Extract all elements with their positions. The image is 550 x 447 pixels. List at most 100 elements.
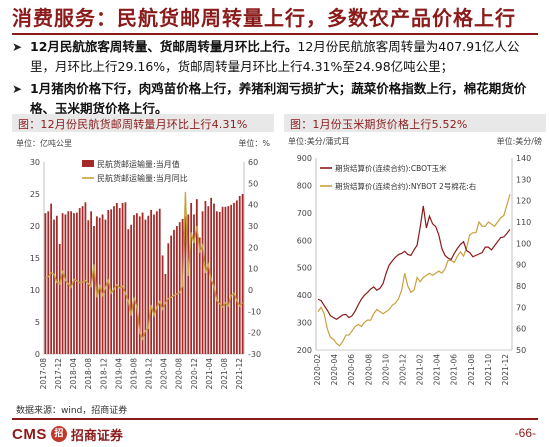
x-tick-label: 2021-02 bbox=[416, 354, 425, 386]
company-logo: CMS 招 招商证券 bbox=[12, 424, 123, 444]
cargo-bar bbox=[201, 211, 204, 354]
futures-chart-box: 单位:美分/蒲式耳 单位:美分/磅 200 300 400 500 600 700 800 900… bbox=[284, 132, 546, 399]
x-tick-label: 2017-08 bbox=[39, 358, 48, 390]
x-tick-label: 2018-04 bbox=[69, 358, 78, 390]
x-tick-label: 2020-04 bbox=[160, 358, 169, 390]
right-axis-unit: 单位：% bbox=[238, 138, 270, 148]
x-tick-label: 2020-02 bbox=[313, 354, 322, 386]
cargo-bar bbox=[44, 213, 47, 354]
cargo-bar bbox=[141, 212, 144, 354]
legend-label: 民航货邮运输量:当月值 bbox=[97, 159, 180, 169]
x-tick-label: 2021-12 bbox=[501, 354, 510, 386]
cargo-bar bbox=[81, 206, 84, 354]
x-tick-label: 2021-06 bbox=[450, 354, 459, 386]
right-tick-label: 70 bbox=[516, 303, 526, 312]
left-tick-label: 5 bbox=[35, 318, 40, 327]
x-tick-label: 2020-06 bbox=[347, 354, 356, 386]
cargo-chart: 单位：亿吨公里 单位：% 0 5 10 15 20 25 30 60 50 40 30 20 10 0 -10 -… bbox=[16, 138, 270, 390]
left-tick-label: 15 bbox=[30, 254, 40, 263]
cargo-bar bbox=[158, 208, 161, 354]
cargo-bar bbox=[135, 213, 138, 354]
cargo-bar bbox=[221, 206, 224, 354]
cargo-bar bbox=[70, 211, 73, 354]
right-tick-label: 50 bbox=[248, 179, 258, 188]
cargo-bar bbox=[127, 229, 130, 354]
right-tick-label: 10 bbox=[248, 265, 258, 274]
cargo-bar bbox=[61, 213, 64, 354]
cargo-bar bbox=[175, 226, 178, 354]
futures-chart-title: 图：1月份玉米期货价格上行5.52% bbox=[290, 118, 468, 131]
legend-label: 期货结算价(连续合约):NYBOT 2号棉花:右 bbox=[335, 181, 477, 191]
cargo-bar bbox=[121, 202, 124, 354]
cargo-bar bbox=[207, 206, 210, 354]
bullet-text: 12月份民航旅客周转量为407.91亿人公里，月环比上行29.16%，货邮周转量… bbox=[30, 39, 520, 74]
cargo-bar bbox=[190, 202, 193, 354]
x-tick-label: 2021-04 bbox=[205, 358, 214, 390]
legend-swatch-bar bbox=[82, 160, 94, 167]
cargo-bar bbox=[87, 220, 90, 354]
corn-line bbox=[317, 205, 511, 320]
left-tick-label: 20 bbox=[30, 222, 40, 231]
cargo-bar bbox=[75, 212, 78, 354]
cargo-bar bbox=[195, 199, 198, 354]
cargo-bar bbox=[161, 255, 164, 354]
right-tick-label: 0 bbox=[248, 286, 253, 295]
bullet-bold-text: 12月民航旅客周转量、货邮周转量月环比上行。 bbox=[30, 39, 298, 54]
page-title: 消费服务：民航货邮周转量上行，多数农产品价格上行 bbox=[12, 6, 516, 30]
x-tick-label: 2021-04 bbox=[433, 354, 442, 386]
logo-brand-text: 招商证券 bbox=[70, 428, 123, 444]
right-tick-label: 30 bbox=[248, 222, 258, 231]
cargo-chart-box: 单位：亿吨公里 单位：% 0 5 10 15 20 25 30 60 50 40 30 20 10 0 -10 -… bbox=[12, 132, 274, 399]
yoy-line bbox=[45, 191, 244, 341]
cargo-bar bbox=[50, 203, 53, 354]
cargo-bar bbox=[153, 214, 155, 354]
cargo-bar bbox=[150, 210, 153, 354]
right-tick-label: 60 bbox=[516, 325, 526, 334]
cargo-bar bbox=[155, 211, 158, 354]
logo-cms-text: CMS bbox=[12, 425, 47, 443]
x-tick-label: 2018-08 bbox=[84, 358, 93, 390]
x-tick-label: 2021-08 bbox=[467, 354, 476, 386]
futures-chart-panel: 图：1月份玉米期货价格上行5.52% 单位:美分/蒲式耳 单位:美分/磅 200 30… bbox=[284, 114, 546, 399]
bullet-item: ➤ 12月民航旅客周转量、货邮周转量月环比上行。12月份民航旅客周转量为407.… bbox=[12, 37, 540, 77]
x-tick-label: 2021-08 bbox=[220, 358, 229, 390]
right-tick-label: 50 bbox=[516, 346, 526, 355]
right-tick-label: 80 bbox=[516, 282, 526, 291]
cargo-chart-title: 图：12月份民航货邮周转量月环比上行4.31% bbox=[18, 118, 248, 131]
cargo-bar bbox=[101, 214, 104, 354]
data-source: 数据来源：wind，招商证券 bbox=[16, 406, 128, 416]
right-tick-label: 90 bbox=[516, 261, 526, 270]
cargo-bar bbox=[124, 202, 127, 354]
cargo-bar bbox=[164, 274, 167, 354]
cargo-bar bbox=[58, 243, 61, 354]
cargo-bar bbox=[118, 208, 121, 354]
cargo-bar bbox=[184, 216, 187, 354]
footer-rule bbox=[12, 418, 538, 420]
cargo-bar bbox=[235, 200, 238, 354]
x-tick-label: 2020-08 bbox=[364, 354, 373, 386]
x-tick-label: 2020-10 bbox=[381, 354, 390, 386]
x-tick-label: 2020-04 bbox=[330, 354, 339, 386]
cargo-bar bbox=[241, 194, 244, 354]
cargo-bar bbox=[84, 202, 87, 354]
cargo-bar bbox=[178, 222, 181, 354]
cargo-bar bbox=[147, 215, 150, 354]
cargo-bar bbox=[95, 216, 98, 354]
cargo-bar bbox=[73, 213, 75, 354]
cargo-bar bbox=[47, 211, 50, 354]
left-tick-label: 30 bbox=[30, 158, 40, 167]
x-tick-label: 2019-08 bbox=[130, 358, 139, 390]
cargo-bar bbox=[144, 219, 147, 354]
x-tick-label: 2018-12 bbox=[99, 358, 108, 390]
x-tick-label: 2020-12 bbox=[399, 354, 408, 386]
right-tick-label: -20 bbox=[248, 329, 261, 338]
cargo-bar bbox=[215, 211, 218, 354]
legend-label: 期货结算价(连续合约):CBOT玉米 bbox=[335, 163, 447, 173]
right-tick-label: 40 bbox=[248, 201, 258, 210]
x-tick-label: 2020-08 bbox=[175, 358, 184, 390]
right-tick-label: 120 bbox=[516, 197, 531, 206]
right-tick-label: 100 bbox=[516, 239, 531, 248]
cargo-bar bbox=[110, 209, 113, 354]
cargo-bar bbox=[55, 215, 58, 354]
x-tick-label: 2017-12 bbox=[54, 358, 63, 390]
